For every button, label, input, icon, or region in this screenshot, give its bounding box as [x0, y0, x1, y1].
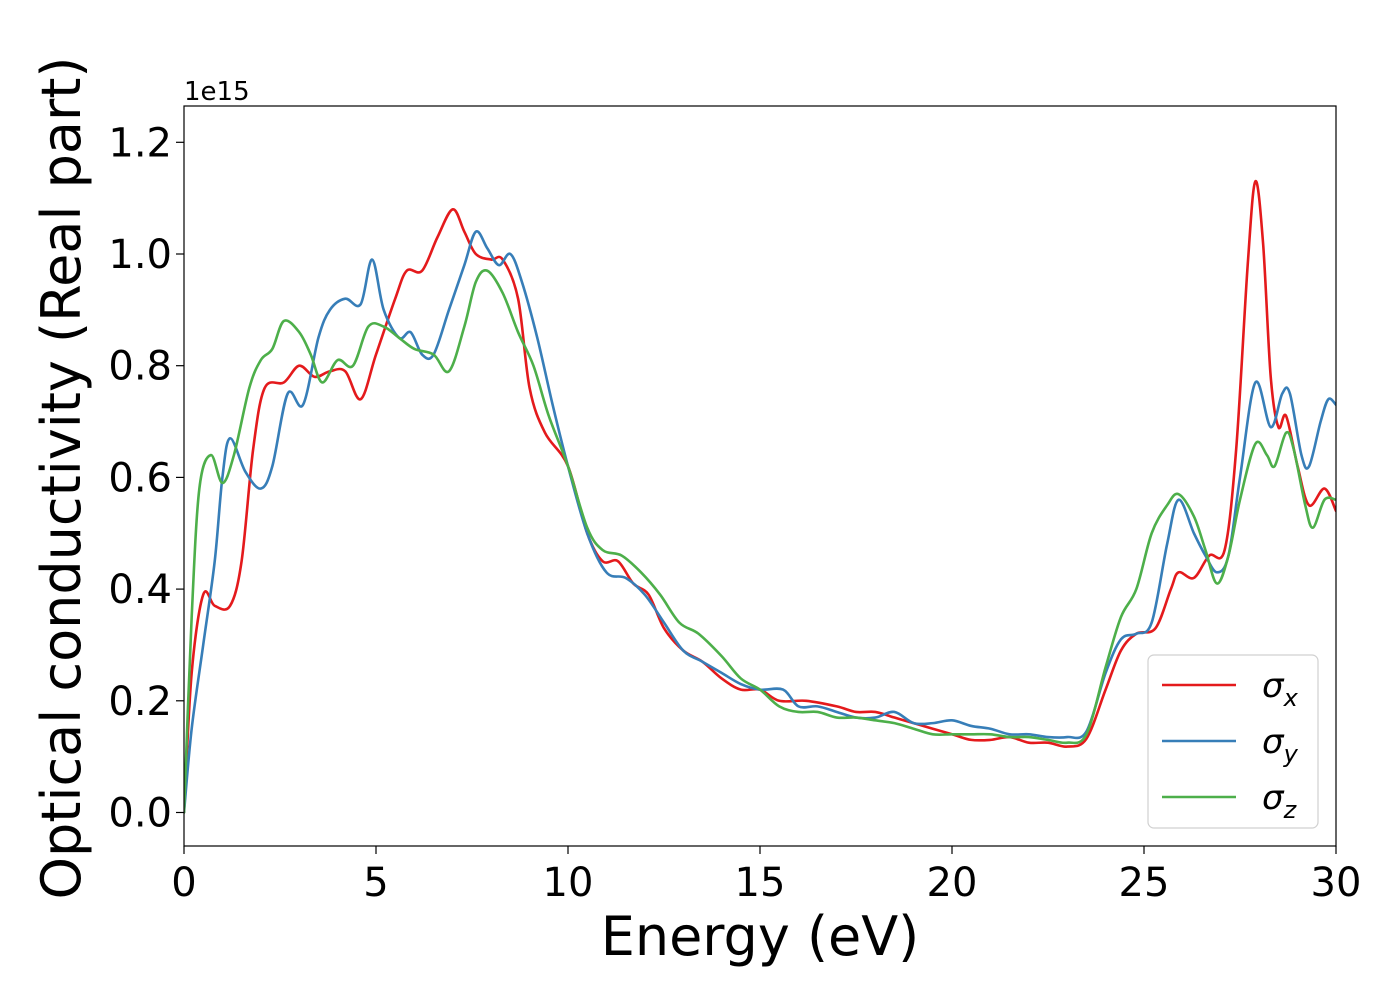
y-tick-label: 0.0 [108, 790, 172, 836]
x-axis: 0 5 10 15 20 25 30 [171, 846, 1361, 906]
y-axis: 0.0 0.2 0.4 0.6 0.8 1.0 1.2 [108, 120, 184, 836]
x-tick-label: 10 [543, 860, 594, 906]
x-axis-label: Energy (eV) [601, 905, 920, 968]
y-tick-label: 0.6 [108, 455, 172, 501]
x-tick-label: 30 [1311, 860, 1362, 906]
legend-label-x: σx [1262, 666, 1299, 712]
x-tick-label: 0 [171, 860, 196, 906]
x-tick-label: 15 [735, 860, 786, 906]
series-line-y [184, 230, 1336, 814]
y-tick-label: 1.0 [108, 232, 172, 278]
y-axis-offset-label: 1e15 [184, 77, 250, 107]
x-tick-label: 20 [927, 860, 978, 906]
series-group [184, 180, 1336, 814]
y-axis-label: Optical conductivity (Real part) [30, 57, 93, 900]
legend-label-z: σz [1262, 778, 1298, 824]
legend: σx σy σz [1147, 654, 1319, 829]
legend-label-y: σy [1262, 722, 1299, 768]
series-line-x [184, 180, 1336, 814]
series-line-z [184, 269, 1336, 814]
x-tick-label: 25 [1119, 860, 1170, 906]
y-tick-label: 0.2 [108, 679, 172, 725]
y-tick-label: 1.2 [108, 120, 172, 166]
x-tick-label: 5 [363, 860, 388, 906]
y-tick-label: 0.4 [108, 567, 172, 613]
y-tick-label: 0.8 [108, 344, 172, 390]
